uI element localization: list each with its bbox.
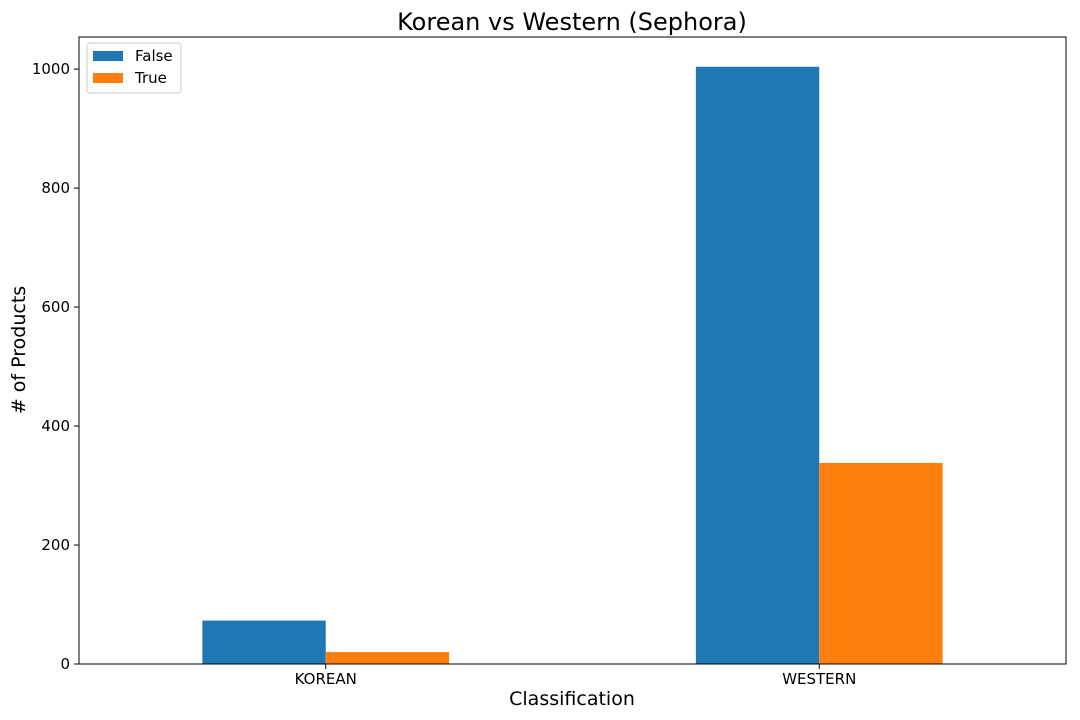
y-tick-label: 200	[41, 536, 70, 554]
x-tick-label: KOREAN	[295, 670, 357, 688]
x-axis: KOREAN WESTERN	[295, 664, 856, 688]
y-tick-label: 1000	[32, 60, 70, 78]
y-tick-label: 400	[41, 417, 70, 435]
bar-western-true	[819, 462, 943, 664]
x-axis-title: Classification	[509, 688, 635, 710]
legend-swatch-false	[93, 51, 123, 61]
y-tick-label: 0	[60, 655, 70, 673]
chart-title: Korean vs Western (Sephora)	[397, 8, 747, 36]
legend-swatch-true	[93, 73, 123, 83]
y-axis-title: # of Products	[8, 286, 30, 414]
legend: False True	[86, 42, 182, 94]
bar-western-false	[695, 66, 820, 664]
x-tick-label: WESTERN	[782, 670, 856, 688]
bar-korean-true	[325, 652, 450, 664]
plot-area	[202, 66, 943, 664]
y-axis: 0 200 400 600 800 1000	[32, 60, 79, 673]
bar-korean-false	[202, 620, 326, 664]
legend-label-true: True	[134, 69, 167, 87]
y-tick-label: 600	[41, 298, 70, 316]
y-tick-label: 800	[41, 179, 70, 197]
plot-frame	[78, 36, 1067, 665]
legend-label-false: False	[135, 47, 173, 65]
